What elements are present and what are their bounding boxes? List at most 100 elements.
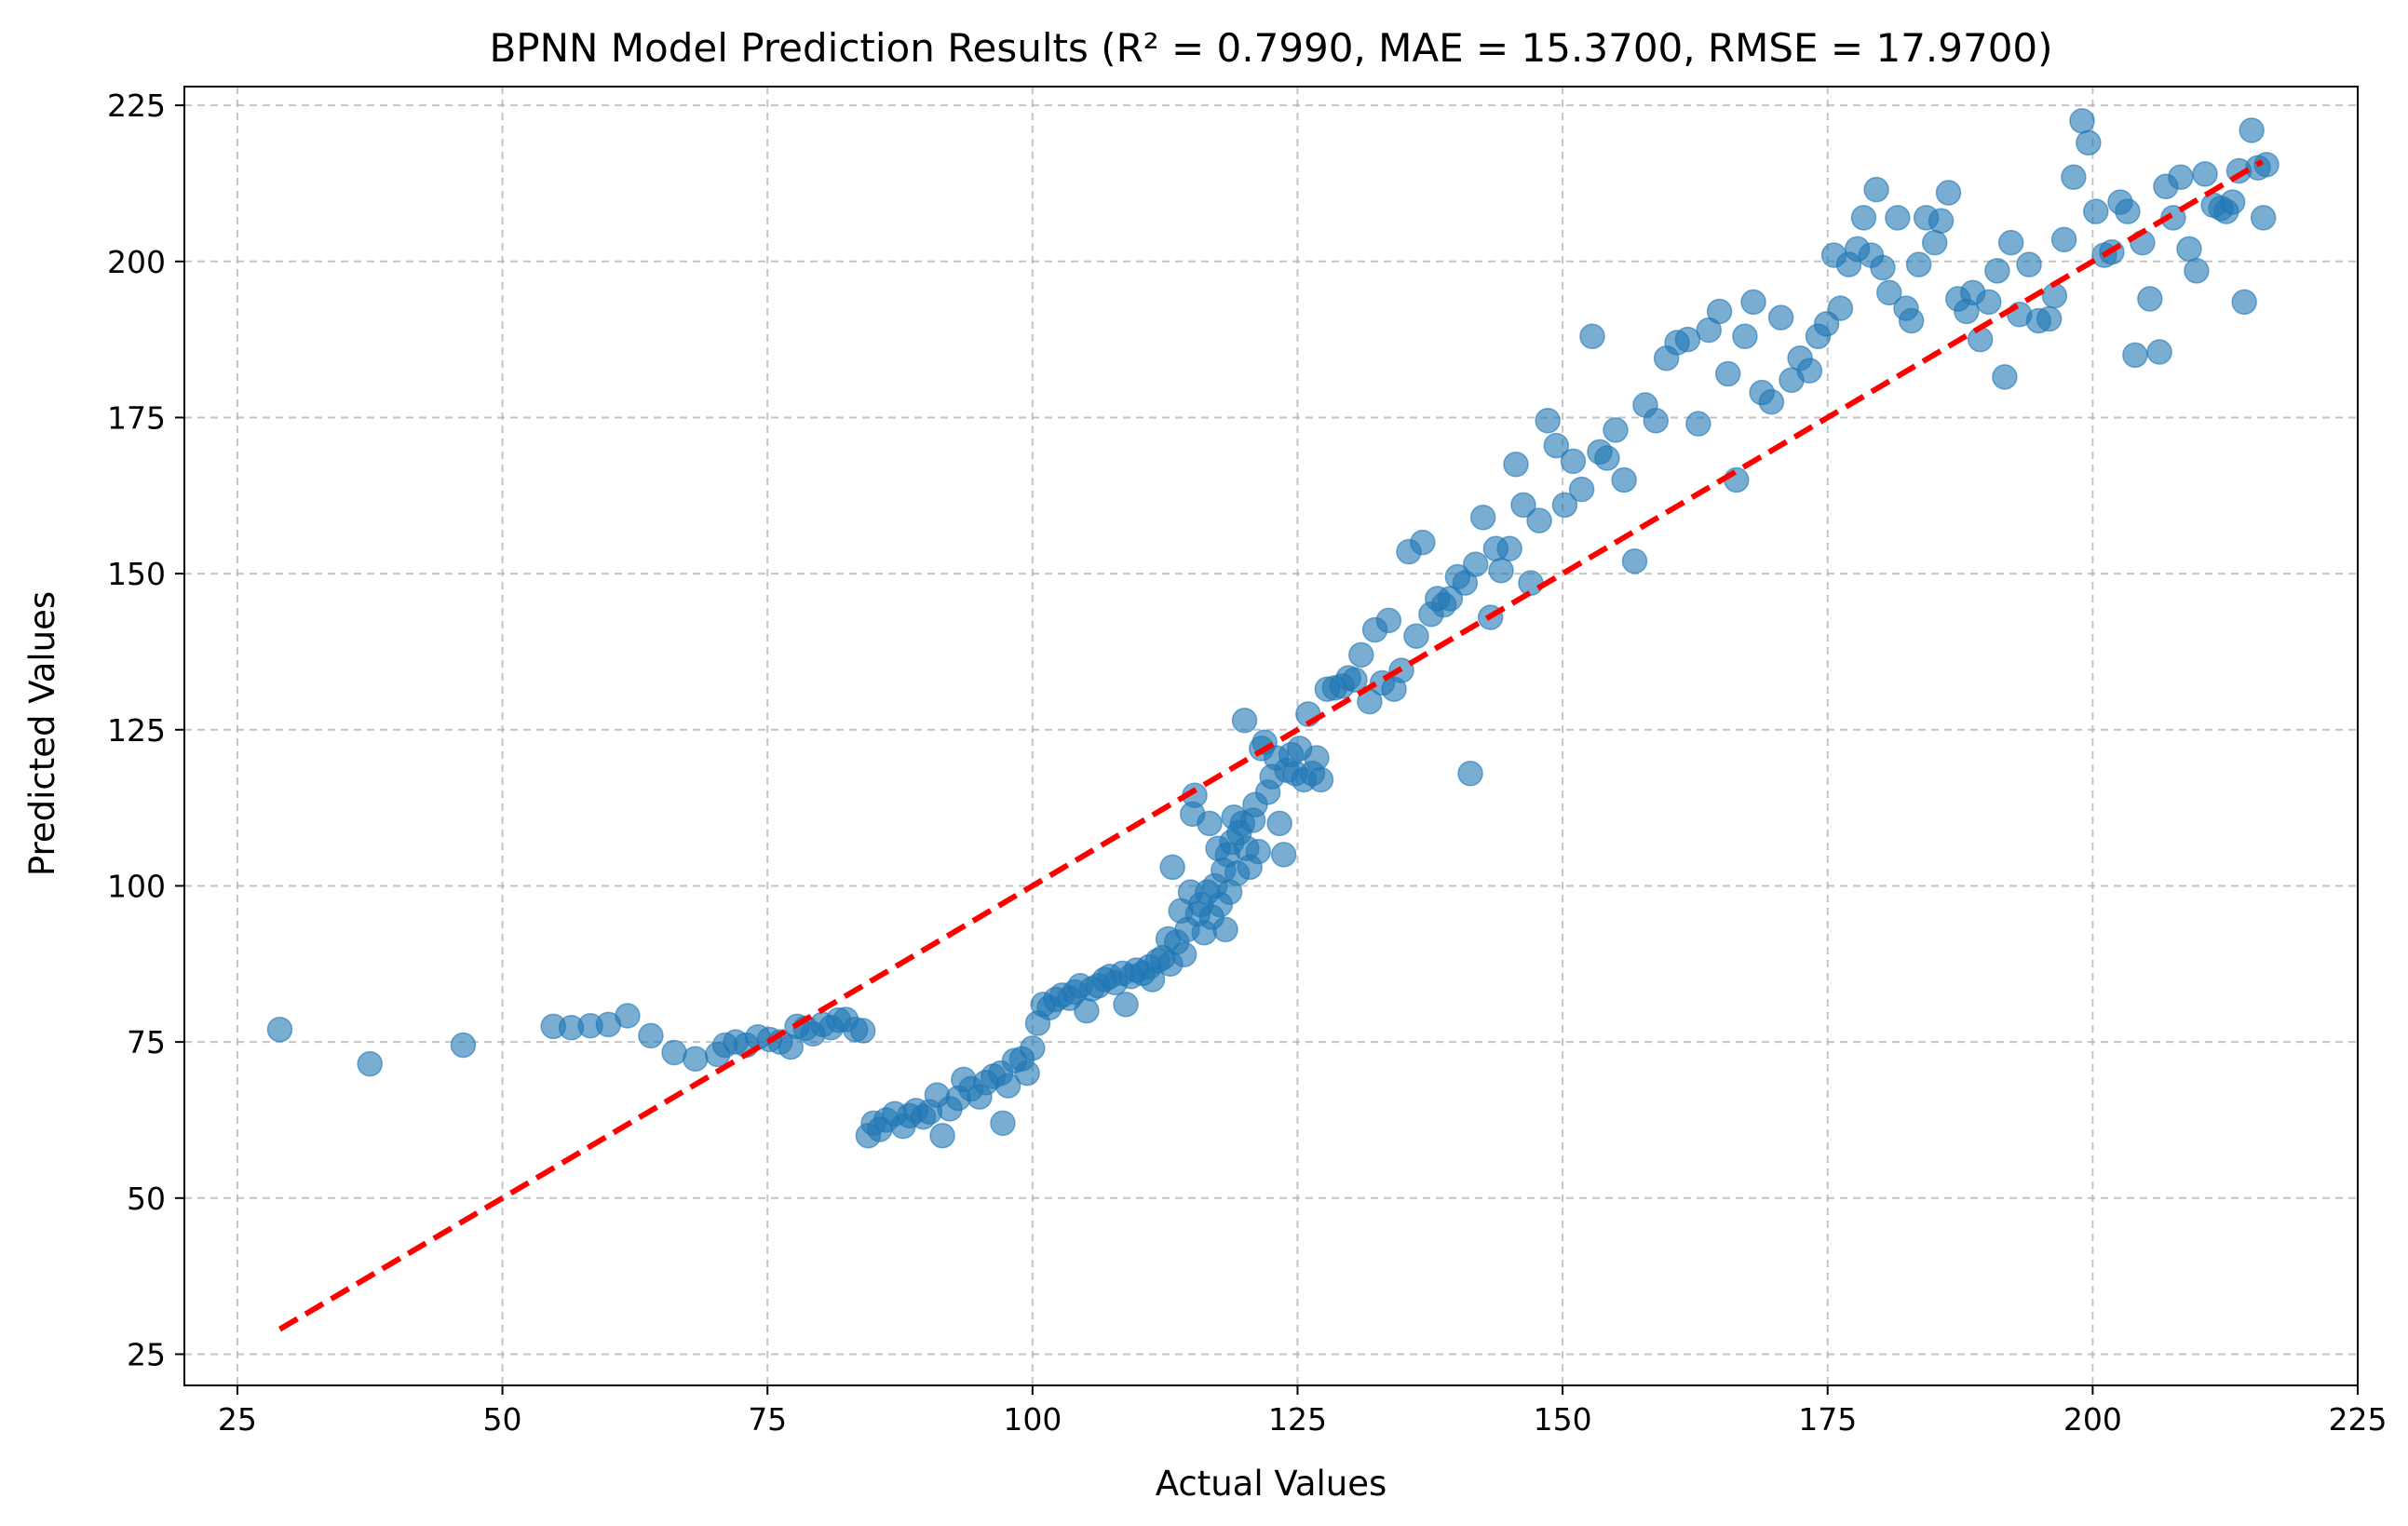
data-point [1375,607,1402,634]
x-tick-label: 150 [1534,1401,1592,1438]
data-point [1212,916,1238,943]
data-point [1113,992,1139,1018]
data-point [2250,205,2277,231]
x-tick-label: 200 [2063,1401,2122,1438]
data-point [1732,323,1758,350]
data-point [1469,505,1496,531]
reference-line-layer [277,158,2265,1332]
data-point [1621,547,1648,574]
chart-title: BPNN Model Prediction Results (R² = 0.79… [489,25,2052,71]
data-point [2253,152,2279,178]
data-point [1992,364,2018,390]
data-point [1197,810,1223,837]
data-point [2137,286,2163,312]
data-point [1410,529,1436,556]
data-point [2069,108,2095,134]
data-point [1850,205,1877,231]
y-tick-label: 200 [107,244,166,280]
data-point [1535,408,1561,434]
x-tick-label: 100 [1003,1401,1062,1438]
y-axis-label: Predicted Values [22,591,62,876]
data-point [1307,766,1334,793]
data-point [1758,388,1785,415]
data-point [2050,226,2077,253]
data-point [1863,176,1889,203]
data-point [1488,558,1514,584]
y-tick-label: 175 [107,399,166,436]
data-point [1579,323,1605,350]
data-point [2041,282,2068,309]
data-point [615,1003,641,1029]
x-tick-label: 50 [483,1401,522,1438]
data-point [2016,251,2042,277]
data-point [1997,229,2024,256]
x-axis-label: Actual Values [1156,1464,1387,1504]
data-point [2083,198,2109,224]
data-point [1685,411,1711,437]
data-point [1543,432,1570,459]
data-point [1159,854,1185,881]
data-point [1870,254,1896,281]
data-point [1551,492,1578,519]
data-point [1496,535,1522,562]
y-tick-label: 100 [107,868,166,904]
data-point [1611,466,1637,493]
data-point [2176,236,2202,263]
data-point [1526,507,1552,533]
y-tick-label: 150 [107,556,166,592]
data-point [2160,205,2186,231]
data-point [661,1039,687,1066]
data-point [1898,307,1925,334]
data-point [1074,997,1100,1024]
data-point [1921,229,1948,256]
data-point [1594,445,1620,471]
data-point [1457,760,1483,787]
data-point [2115,198,2141,224]
data-point [1518,570,1544,596]
data-point [1270,842,1297,868]
data-point [1984,258,2010,284]
axes-frame [183,86,2359,1386]
data-point [1568,476,1595,503]
data-point [2122,342,2148,369]
data-point [1706,298,1733,325]
x-tick-label: 25 [218,1401,257,1438]
data-point [683,1046,709,1072]
y-tick-label: 75 [127,1024,166,1060]
x-tick-label: 75 [748,1401,787,1438]
data-point [2192,161,2218,187]
data-point [1231,707,1258,734]
data-point [2168,164,2194,190]
data-point [1905,251,1932,277]
data-point [1827,295,1854,321]
data-point [1014,1060,1040,1087]
data-point [2239,117,2265,143]
data-point [994,1073,1021,1099]
data-point [1740,289,1766,316]
data-point [1462,551,1489,577]
data-point [1967,326,1994,353]
data-point [1876,279,1902,306]
data-point [990,1110,1016,1137]
grid-lines [184,87,2359,1385]
data-point [1342,667,1368,693]
data-point [1643,408,1670,434]
data-point [2076,129,2102,156]
data-point [849,1018,876,1044]
y-tick-label: 225 [107,88,166,124]
data-point [1403,623,1429,649]
data-point [266,1016,293,1043]
x-tick-label: 225 [2329,1401,2388,1438]
data-point [2219,189,2246,215]
data-points [266,108,2279,1149]
data-point [450,1032,477,1059]
data-point [1976,289,2002,316]
x-tick-label: 175 [1798,1401,1857,1438]
data-point [2061,164,2087,190]
y-tick-label: 50 [127,1181,166,1217]
y-tick-label: 25 [127,1336,166,1372]
data-point [1245,838,1272,865]
